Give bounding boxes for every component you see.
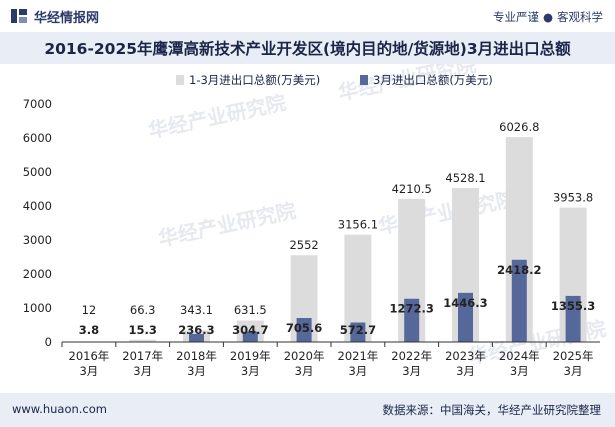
data-label-series-1: 4210.5: [392, 182, 432, 196]
y-tick-label: 1000: [23, 301, 52, 315]
data-label-series-2: 1446.3: [443, 296, 487, 310]
data-label-series-2: 304.7: [232, 323, 268, 337]
x-tick-label: 2022年 3月: [391, 349, 432, 378]
footer: www.huaon.com 数据来源：中国海关，华经产业研究院整理: [0, 393, 615, 427]
legend-swatch-series-2: [360, 75, 368, 85]
data-label-series-1: 343.1: [180, 303, 213, 317]
x-tick-label: 2019年 3月: [230, 349, 271, 378]
x-tick-label: 2016年 3月: [69, 349, 110, 378]
data-label-series-1: 3953.8: [553, 191, 593, 205]
data-label-series-1: 66.3: [130, 303, 156, 317]
x-tick-label: 2018年 3月: [176, 349, 217, 378]
data-label-series-2: 2418.2: [497, 263, 541, 277]
chart-title: 2016-2025年鹰潭高新技术产业开发区(境内目的地/货源地)3月进出口总额: [44, 40, 571, 58]
bar-series-2: [404, 298, 420, 342]
bar-series-2: [565, 295, 581, 342]
legend-label-series-1: 1-3月进出口总额(万美元): [189, 73, 320, 87]
legend: 1-3月进出口总额(万美元) 3月进出口总额(万美元): [176, 73, 493, 87]
bar-series-2: [189, 333, 204, 342]
footer-website: www.huaon.com: [12, 402, 107, 416]
data-label-series-1: 2552: [289, 238, 318, 252]
bar-series-2: [511, 259, 527, 342]
x-tick-label: 2024年 3月: [499, 349, 540, 378]
y-tick-label: 3000: [23, 233, 52, 247]
y-tick-label: 5000: [23, 165, 52, 179]
y-axis: 0 1000 2000 3000 4000 5000 6000 7000: [23, 97, 52, 349]
data-label-series-2: 236.3: [178, 323, 214, 337]
slogan-right: 客观科学: [557, 10, 603, 24]
slogan-separator: ●: [542, 10, 553, 24]
x-tick-label: 2017年 3月: [122, 349, 163, 378]
bar-series-2: [296, 318, 312, 342]
y-tick-label: 6000: [23, 131, 52, 145]
x-tick-label: 2021年 3月: [338, 349, 379, 378]
data-label-series-2: 705.6: [286, 321, 322, 335]
data-label-series-2: 1355.3: [551, 299, 595, 313]
footer-source: 数据来源：中国海关，华经产业研究院整理: [382, 403, 602, 417]
bar-series-2: [350, 322, 366, 342]
data-label-series-2: 15.3: [129, 323, 157, 337]
x-axis: 2016年 3月 2017年 3月 2018年 3月 2019年 3月 2020年 3月 2021年…: [61, 341, 600, 378]
data-label-series-1: 6026.8: [499, 120, 539, 134]
x-tick-label: 2025年 3月: [553, 349, 594, 378]
x-tick-label: 2020年 3月: [284, 349, 325, 378]
bars: [75, 137, 587, 343]
legend-label-series-2: 3月进出口总额(万美元): [373, 73, 493, 87]
slogan: 专业严谨 ● 客观科学: [493, 9, 603, 25]
data-label-series-1: 3156.1: [338, 218, 378, 232]
data-labels: 12 3.8 66.3 15.3 343.1 236.3 631.5 304.7 2552 705…: [79, 120, 596, 337]
logo-icon: [11, 9, 27, 23]
bar-series-1: [129, 339, 157, 342]
data-label-series-2: 572.7: [340, 323, 376, 337]
y-tick-label: 0: [45, 335, 52, 349]
top-bar: 华经情报网 专业严谨 ● 客观科学: [0, 0, 615, 32]
data-label-series-1: 631.5: [234, 303, 267, 317]
x-tick-label: 2023年 3月: [445, 349, 486, 378]
watermark-text: 华经产业研究院: [156, 198, 298, 251]
data-label-series-1: 12: [82, 303, 97, 317]
brand-name: 华经情报网: [34, 10, 100, 26]
watermark-text: 华经产业研究院: [146, 90, 288, 143]
data-label-series-2: 3.8: [79, 323, 99, 337]
y-tick-label: 2000: [23, 267, 52, 281]
bar-series-2: [242, 331, 258, 342]
data-label-series-1: 4528.1: [445, 171, 485, 185]
y-tick-label: 4000: [23, 199, 52, 213]
brand: 华经情报网: [10, 7, 100, 26]
data-label-series-2: 1272.3: [390, 302, 434, 316]
bar-series-2: [458, 292, 473, 342]
y-tick-label: 7000: [23, 97, 52, 111]
legend-swatch-series-1: [176, 75, 184, 85]
title-bar: 2016-2025年鹰潭高新技术产业开发区(境内目的地/货源地)3月进出口总额: [0, 32, 615, 64]
slogan-left: 专业严谨: [492, 10, 539, 24]
